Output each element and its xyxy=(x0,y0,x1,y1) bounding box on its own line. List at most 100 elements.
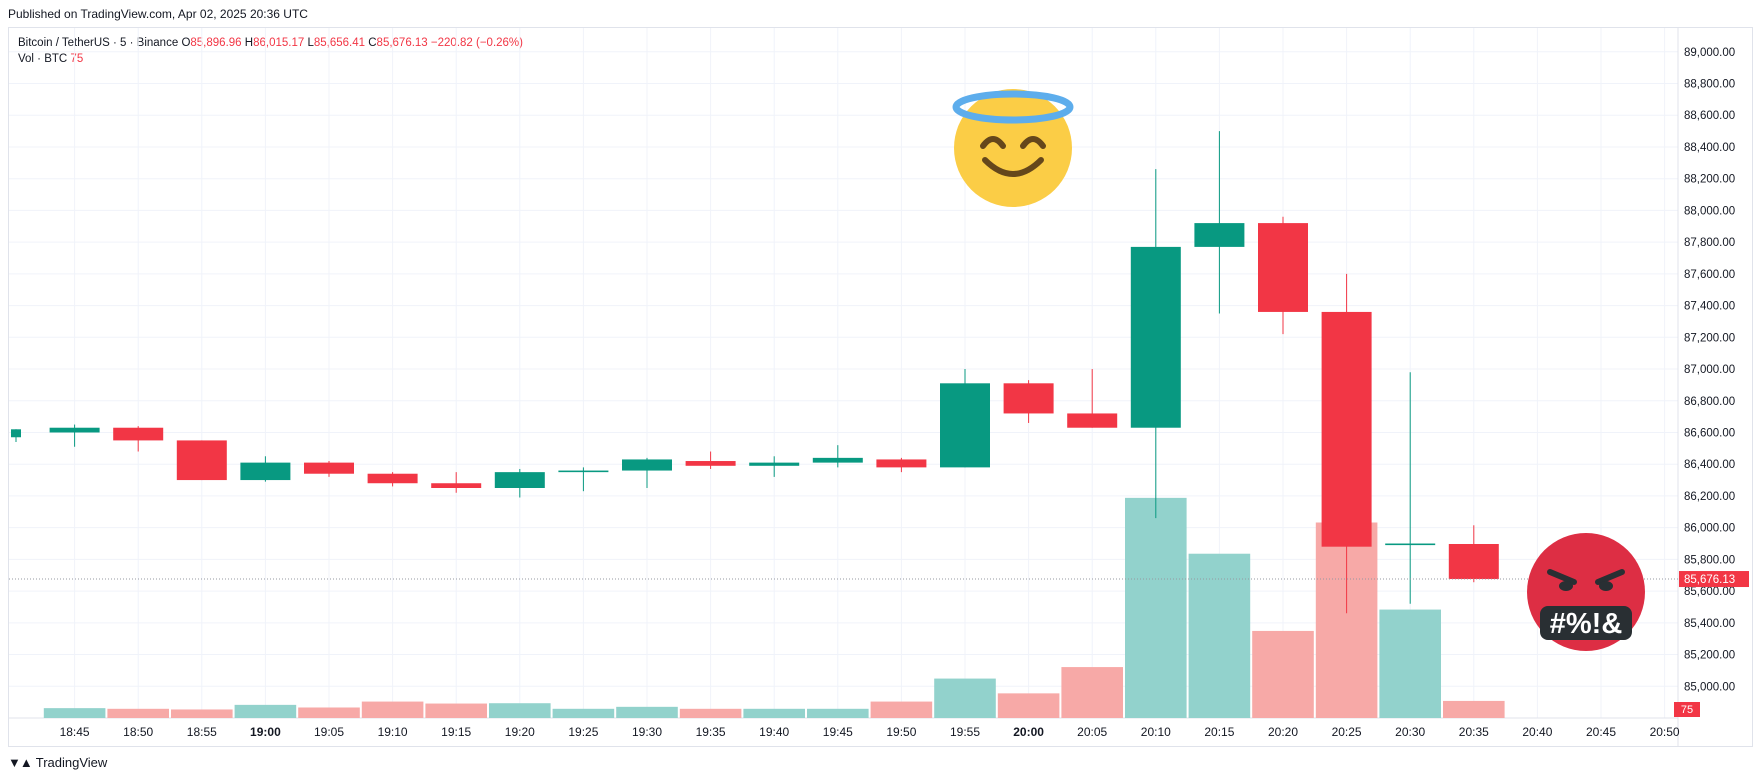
candle-body xyxy=(367,473,418,484)
price-tick-label: 88,600.00 xyxy=(1684,110,1735,122)
candle-body xyxy=(1194,223,1245,247)
time-tick-label: 19:45 xyxy=(823,725,853,739)
price-tick-label: 88,200.00 xyxy=(1684,174,1735,186)
price-tick-label: 89,000.00 xyxy=(1684,47,1735,59)
price-tick-label: 88,000.00 xyxy=(1684,205,1735,217)
price-tick-label: 87,400.00 xyxy=(1684,301,1735,313)
price-tick-label: 86,800.00 xyxy=(1684,396,1735,408)
volume-bar xyxy=(1061,667,1123,718)
candle-body xyxy=(49,427,100,433)
volume-bar xyxy=(1252,630,1314,718)
volume-bar xyxy=(298,707,360,718)
candle-body xyxy=(1130,246,1181,428)
volume-bar xyxy=(425,703,487,718)
candle-body xyxy=(431,483,482,488)
time-tick-label: 20:45 xyxy=(1586,725,1616,739)
legend-high-label: H xyxy=(244,37,254,49)
volume-bar xyxy=(679,708,742,718)
time-tick-label: 20:15 xyxy=(1204,725,1234,739)
footer-brand[interactable]: ▼▲ TradingView xyxy=(8,755,107,770)
volume-bar xyxy=(870,701,933,718)
price-tick-label: 85,800.00 xyxy=(1684,554,1735,566)
price-tick-label: 86,200.00 xyxy=(1684,491,1735,503)
legend-open-label: O xyxy=(181,37,191,49)
time-tick-label: 19:35 xyxy=(696,725,726,739)
time-tick-label: 20:35 xyxy=(1459,725,1489,739)
volume-bar xyxy=(1188,553,1251,718)
price-tick-label: 87,000.00 xyxy=(1684,364,1735,376)
time-tick-label: 19:05 xyxy=(314,725,344,739)
time-tick-label: 18:50 xyxy=(123,725,153,739)
price-tick-label: 88,800.00 xyxy=(1684,79,1735,91)
volume-bar xyxy=(552,708,615,718)
chart-frame[interactable] xyxy=(8,27,1753,747)
published-note: Published on TradingView.com, Apr 02, 20… xyxy=(8,7,308,21)
volume-bar xyxy=(1443,700,1505,718)
legend-volume-label[interactable]: Vol · BTC xyxy=(18,53,68,65)
candle-body xyxy=(749,462,800,466)
legend-low: 85,656.41 xyxy=(313,37,366,49)
price-tick-label: 88,400.00 xyxy=(1684,142,1735,154)
time-axis[interactable]: 18:45 18:50 18:55 19:00 19:05 19:10 19:15 19:20… xyxy=(60,725,1680,739)
candle-body xyxy=(558,470,609,473)
volume-bar xyxy=(1379,609,1441,718)
volume-bar xyxy=(616,706,678,718)
volume-bar xyxy=(934,678,996,718)
price-tick-label: 85,400.00 xyxy=(1684,618,1735,630)
legend-close: 85,676.13 xyxy=(376,37,428,49)
footer-brand-label: TradingView xyxy=(35,755,108,770)
time-tick-label: 19:15 xyxy=(441,725,471,739)
legend-open: 85,896.96 xyxy=(190,37,242,49)
price-tick-label: 86,600.00 xyxy=(1684,427,1735,439)
time-tick-label: 20:40 xyxy=(1522,725,1552,739)
time-tick-label: 19:55 xyxy=(950,725,980,739)
time-tick-label: 18:55 xyxy=(187,725,217,739)
tradingview-logo-icon: ▼▲ xyxy=(8,755,33,770)
face-with-symbols-on-mouth-icon: #%!& xyxy=(1527,533,1645,651)
symbols-text: #%!& xyxy=(1550,608,1623,640)
price-tick-label: 87,800.00 xyxy=(1684,237,1735,249)
volume-bar xyxy=(743,708,805,718)
time-tick-label: 19:20 xyxy=(505,725,535,739)
volume-bar xyxy=(43,708,106,718)
legend-close-label: C xyxy=(368,37,377,49)
smiling-face-with-halo-icon xyxy=(952,89,1074,207)
candle-body xyxy=(685,461,736,466)
volume-bar xyxy=(997,693,1060,718)
volume-bar xyxy=(234,704,297,718)
time-tick-label: 20:20 xyxy=(1268,725,1298,739)
time-tick-label: 19:50 xyxy=(886,725,916,739)
volume-bar xyxy=(171,709,233,718)
price-tick-label: 85,000.00 xyxy=(1684,681,1735,693)
candle-body xyxy=(1321,311,1372,547)
price-tick-label: 87,600.00 xyxy=(1684,269,1735,281)
candle-body xyxy=(113,427,164,441)
volume-bar xyxy=(807,708,869,718)
candle-body xyxy=(812,457,863,463)
legend-change: −220.82 (−0.26%) xyxy=(430,37,523,49)
volume-bar xyxy=(489,703,551,718)
last-volume-tag-bg xyxy=(1674,702,1700,717)
last-volume-tag-label: 75 xyxy=(1681,704,1693,716)
candle-body xyxy=(240,462,291,481)
candle-body xyxy=(940,383,990,468)
price-axis[interactable]: 85,000.00 85,200.00 85,400.00 85,600.00 85,8… xyxy=(1684,47,1735,693)
volume-bars xyxy=(43,497,1505,718)
time-tick-label: 18:45 xyxy=(60,725,90,739)
legend-low-label: L xyxy=(307,37,314,49)
candle-body xyxy=(622,459,672,471)
price-tick-label: 87,200.00 xyxy=(1684,332,1735,344)
time-tick-label: 20:00 xyxy=(1013,725,1044,739)
time-tick-label: 19:40 xyxy=(759,725,789,739)
candle-body xyxy=(876,459,927,468)
last-volume-tag: 75 xyxy=(1674,702,1700,717)
candle-body xyxy=(494,472,545,488)
time-tick-label: 19:10 xyxy=(378,725,408,739)
price-tick-label: 86,000.00 xyxy=(1684,523,1735,535)
legend-volume-row: Vol · BTC 75 xyxy=(18,51,523,67)
volume-bar xyxy=(1125,497,1187,718)
time-tick-label: 20:10 xyxy=(1141,725,1171,739)
last-price-tag-label: 85,676.13 xyxy=(1684,574,1735,586)
volume-bar xyxy=(107,708,169,718)
